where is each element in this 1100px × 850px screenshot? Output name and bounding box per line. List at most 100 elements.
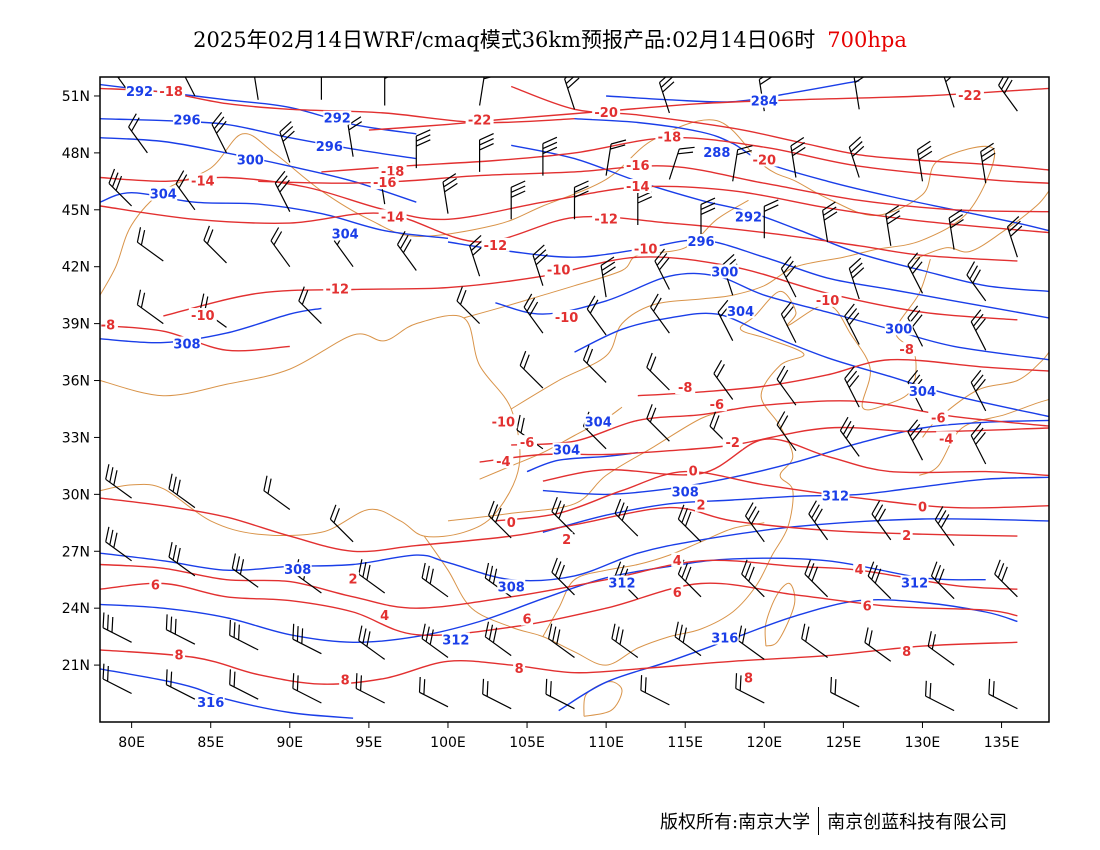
temperature-contour-label-bg <box>505 514 518 529</box>
y-tick-label: 45N <box>62 203 90 219</box>
height-contour-label: 316 <box>197 696 224 711</box>
height-contour-line <box>511 144 1049 293</box>
temperature-contour-label-bg <box>936 431 957 446</box>
wind-barb <box>168 541 196 577</box>
temperature-contour-label: 0 <box>918 501 927 516</box>
border-line <box>447 408 733 522</box>
wind-barb <box>830 676 860 708</box>
wind-barb <box>102 612 132 643</box>
height-contour-label: 312 <box>608 577 635 592</box>
temperature-contour-label: -10 <box>191 309 215 324</box>
wind-barb <box>211 112 228 154</box>
y-tick-label: 21N <box>62 658 90 674</box>
temperature-contour-label-bg <box>465 112 494 127</box>
wind-barb <box>1006 216 1023 258</box>
height-contour-label: 296 <box>173 114 200 129</box>
temperature-contour-label-bg <box>853 562 866 577</box>
temperature-contour-label-bg <box>188 308 217 323</box>
wind-barb <box>292 673 322 704</box>
wind-barb <box>677 559 702 598</box>
temperature-contour-label: -10 <box>547 264 571 279</box>
wind-barb <box>668 146 695 180</box>
wind-barb <box>848 257 865 300</box>
temperature-contour-label: -20 <box>753 153 777 168</box>
height-contour-label: 296 <box>316 140 343 155</box>
temperature-contour-label-bg <box>655 129 684 144</box>
y-tick-label: 42N <box>62 260 90 276</box>
wind-barb <box>970 423 987 465</box>
y-tick-label: 36N <box>62 374 90 390</box>
wind-barb <box>479 133 494 172</box>
wind-barb <box>970 309 987 351</box>
wind-barb <box>418 676 449 708</box>
wind-barb <box>808 500 829 541</box>
x-tick-label: 100E <box>430 735 466 751</box>
height-contour-label-bg <box>710 630 739 645</box>
footer-separator <box>818 807 820 835</box>
temperature-contour-label: -8 <box>899 343 913 358</box>
temperature-contour-label-bg <box>742 670 755 685</box>
temperature-contour-label-bg <box>493 454 514 469</box>
wind-barb <box>864 627 892 662</box>
temperature-contour-label: -10 <box>816 294 840 309</box>
temperature-contour-label-bg <box>900 528 913 543</box>
map-title: 2025年02月14日WRF/cmaq模式36km预报产品:02月14日06时 7… <box>0 24 1100 54</box>
wind-barb <box>542 136 558 176</box>
copyright-right: 南京创蓝科技有限公司 <box>827 812 1008 833</box>
height-contour-label: 308 <box>498 580 525 595</box>
wind-barb <box>907 419 924 461</box>
height-contour-label: 300 <box>237 153 264 168</box>
y-tick-label: 24N <box>62 601 90 617</box>
temperature-contour-label: -8 <box>678 381 692 396</box>
height-contour-label: 292 <box>324 112 351 127</box>
wind-barb <box>384 77 390 106</box>
wind-barb <box>203 225 227 264</box>
x-tick-label: 95E <box>356 735 383 751</box>
temperature-contour-label: -22 <box>958 89 982 104</box>
x-tick-label: 105E <box>509 735 545 751</box>
wind-barb <box>165 669 196 700</box>
temperature-contour-label: -18 <box>658 131 682 146</box>
temperature-contour-label-bg <box>552 309 581 324</box>
temperature-contour-line <box>100 497 1018 553</box>
temperature-contour-label-bg <box>378 607 391 622</box>
wind-barb <box>722 253 738 296</box>
wind-barb <box>105 526 132 562</box>
wind-barb <box>677 504 702 543</box>
wind-barb <box>168 473 196 509</box>
wind-barb <box>998 77 1018 112</box>
temperature-contour-label-bg <box>900 643 913 658</box>
height-contour-label: 304 <box>585 415 612 430</box>
wind-barb <box>804 559 829 598</box>
temperature-contour-label: -14 <box>381 210 405 225</box>
temperature-contour-label-bg <box>695 497 708 512</box>
temperature-contour-line <box>368 87 1049 131</box>
temperature-contour-label-bg <box>955 87 984 102</box>
height-contour-label: 304 <box>909 385 936 400</box>
height-contour-label-bg <box>900 575 929 590</box>
wind-barb <box>165 614 196 645</box>
height-contour-label-bg <box>149 186 178 201</box>
wind-barb <box>640 675 670 706</box>
temperature-contour-label-bg <box>481 237 510 252</box>
temperature-contour-label: -14 <box>191 174 215 189</box>
temperature-contour-label-bg <box>378 209 407 224</box>
wind-barb <box>488 500 512 539</box>
wind-barb <box>948 209 964 250</box>
temperature-contour-label-bg <box>339 672 352 687</box>
temperature-contour-line <box>542 438 1049 482</box>
temperature-contour-label-bg <box>687 463 700 478</box>
wind-barb <box>885 205 901 246</box>
wind-barb <box>355 673 385 704</box>
temperature-contour-label-bg <box>173 647 186 662</box>
contour-label-layer: 2922922962963003043042842882922963003003… <box>100 84 984 711</box>
wind-barb <box>600 256 616 298</box>
wind-barb <box>421 562 449 598</box>
wind-barb <box>117 77 133 97</box>
wind-barb <box>263 475 291 510</box>
wind-barb <box>292 623 322 655</box>
height-contour-line <box>100 557 986 644</box>
border-line <box>914 190 1049 260</box>
temperature-contour-label: -10 <box>492 415 516 430</box>
wind-barb <box>713 360 734 400</box>
